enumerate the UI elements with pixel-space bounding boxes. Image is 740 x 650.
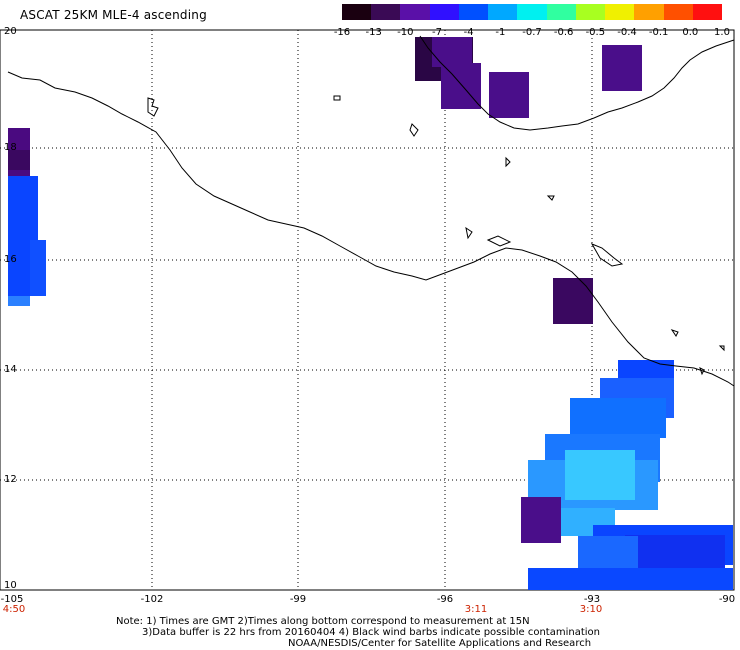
colorbar-cell bbox=[429, 4, 459, 20]
colorbar-tick-label: -0.4 bbox=[617, 27, 637, 38]
coastline-gulf bbox=[419, 35, 735, 131]
lon-label-93: -93 bbox=[583, 594, 601, 605]
colorbar bbox=[342, 4, 723, 20]
colorbar-tick-label: -10 bbox=[397, 27, 414, 38]
colorbar-cell bbox=[458, 4, 489, 20]
colorbar-tick-label: -0.1 bbox=[648, 27, 669, 38]
lon-label-90: -90 bbox=[718, 594, 736, 605]
lon-label-105: -105 bbox=[0, 594, 24, 605]
colorbar-tick-label: -13 bbox=[365, 27, 382, 38]
wind-cell bbox=[602, 45, 642, 91]
wind-swath-north bbox=[415, 37, 642, 324]
colorbar-cell bbox=[575, 4, 606, 20]
colorbar-cell bbox=[634, 4, 664, 20]
colorbar-tick-label: -0.7 bbox=[522, 27, 542, 38]
colorbar-cell bbox=[342, 4, 372, 20]
wind-cell bbox=[30, 240, 46, 296]
colorbar-tick-label: 1.0 bbox=[714, 27, 730, 38]
time-label-center: 3:11 bbox=[464, 604, 488, 615]
lat-label-18: 18 bbox=[4, 142, 17, 153]
colorbar-cell bbox=[546, 4, 576, 20]
map-title: ASCAT 25KM MLE-4 ascending bbox=[20, 8, 207, 22]
colorbar-cell bbox=[605, 4, 635, 20]
wind-cell bbox=[570, 398, 666, 438]
colorbar-cell bbox=[400, 4, 430, 20]
wind-cell bbox=[565, 450, 635, 500]
wind-cell bbox=[578, 536, 638, 570]
note-line-1: Note: 1) Times are GMT 2)Times along bot… bbox=[116, 616, 530, 627]
map-frame bbox=[0, 29, 735, 591]
wind-cell bbox=[8, 296, 30, 306]
lat-label-20: 20 bbox=[4, 26, 17, 37]
colorbar-tick-label: -0.6 bbox=[553, 27, 574, 38]
colorbar-cell bbox=[371, 4, 401, 20]
wind-cell bbox=[8, 150, 30, 170]
wind-cell bbox=[553, 278, 593, 324]
colorbar-tick-label: -16 bbox=[333, 27, 351, 38]
lon-label-99: -99 bbox=[289, 594, 307, 605]
wind-cell bbox=[432, 37, 472, 67]
wind-cell bbox=[441, 63, 481, 109]
lat-label-12: 12 bbox=[4, 474, 17, 485]
note-line-3: NOAA/NESDIS/Center for Satellite Applica… bbox=[288, 638, 592, 649]
time-label-east: 3:10 bbox=[579, 604, 603, 615]
wind-cell bbox=[489, 72, 529, 118]
islands bbox=[147, 95, 725, 376]
colorbar-cell bbox=[488, 4, 518, 20]
colorbar-tick-label: -0.5 bbox=[585, 27, 606, 38]
colorbar-tick-label: -7 bbox=[432, 27, 442, 38]
colorbar-cell bbox=[517, 4, 547, 20]
colorbar-tick-label: 0.0 bbox=[682, 27, 699, 38]
time-label-west: 4:50 bbox=[2, 604, 26, 615]
wind-cell bbox=[521, 497, 561, 543]
colorbar-tick-label: -1 bbox=[495, 27, 506, 38]
coastline bbox=[7, 71, 735, 387]
lon-label-102: -102 bbox=[140, 594, 164, 605]
lon-label-96: -96 bbox=[436, 594, 454, 605]
lat-label-14: 14 bbox=[4, 364, 17, 375]
colorbar-cell bbox=[692, 4, 723, 20]
colorbar-tick-label: -4 bbox=[463, 27, 474, 38]
lat-label-16: 16 bbox=[4, 254, 17, 265]
note-line-2: 3)Data buffer is 22 hrs from 20160404 4)… bbox=[142, 627, 600, 638]
lat-label-10: 10 bbox=[4, 580, 17, 591]
wind-cell bbox=[528, 568, 733, 590]
wind-swath-southeast bbox=[521, 360, 733, 590]
colorbar-cell bbox=[663, 4, 693, 20]
wind-swath-west bbox=[8, 128, 46, 306]
